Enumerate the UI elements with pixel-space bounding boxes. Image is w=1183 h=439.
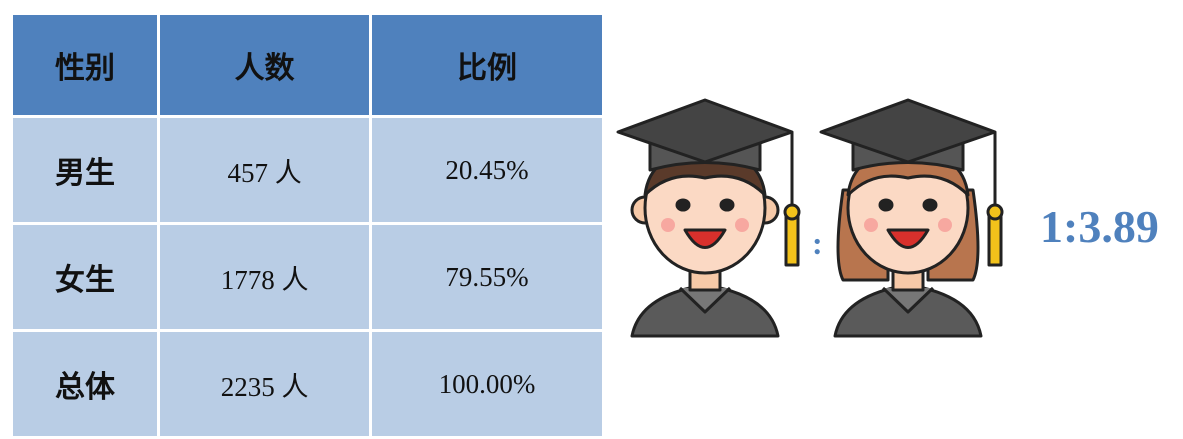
header-cell: 性别 (9, 12, 161, 118)
table-row: 男生 457 人 20.45% (9, 115, 605, 225)
table-cell: 总体 (9, 329, 161, 439)
table-cell: 1778 人 (157, 222, 373, 332)
girl-graduate (819, 98, 1004, 338)
table-cell: 20.45% (369, 115, 605, 225)
table-row: 女生 1778 人 79.55% (9, 222, 605, 332)
table-cell: 457 人 (157, 115, 373, 225)
table-cell: 100.00% (369, 329, 605, 439)
ratio-separator: : (812, 225, 823, 261)
header-row: 性别 人数 比例 (9, 12, 605, 118)
graduates-illustration (616, 98, 1004, 338)
gender-table: 性别 人数 比例 男生 457 人 20.45% 女生 1778 人 79.55% 总体 2235… (9, 12, 605, 439)
table-cell: 79.55% (369, 222, 605, 332)
header-cell: 比例 (369, 12, 605, 118)
table-cell: 女生 (9, 222, 161, 332)
table-cell: 男生 (9, 115, 161, 225)
table-body: 男生 457 人 20.45% 女生 1778 人 79.55% 总体 2235 人 100.0… (9, 115, 605, 439)
table-row: 总体 2235 人 100.00% (9, 329, 605, 439)
boy-graduate (616, 98, 801, 338)
table-cell: 2235 人 (157, 329, 373, 439)
header-cell: 人数 (157, 12, 373, 118)
ratio-value: 1:3.89 (1040, 201, 1159, 252)
